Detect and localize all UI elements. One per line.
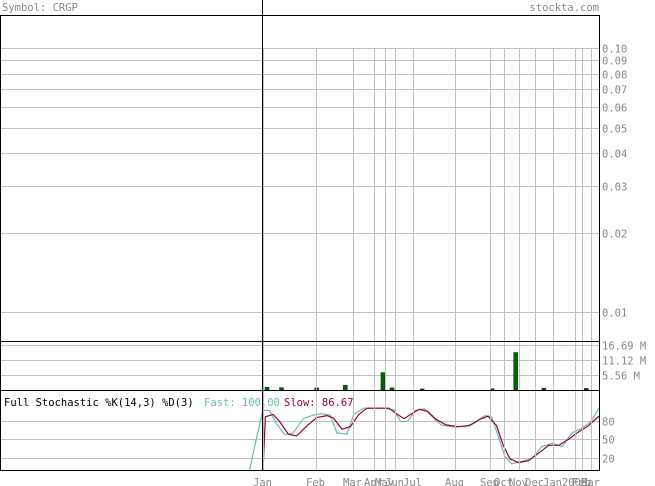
- price-tick-label: 0.01: [602, 308, 627, 320]
- month-tick-label: Dec: [525, 477, 544, 486]
- price-tick-label: 0.03: [602, 182, 627, 194]
- month-tick-label: Feb: [572, 477, 591, 486]
- month-tick-label: Mar: [343, 477, 362, 486]
- volume-bar: [541, 387, 547, 391]
- price-tick-label: 0.04: [602, 149, 627, 161]
- month-tick-label: Jan: [253, 477, 272, 486]
- volume-bar: [343, 384, 348, 391]
- symbol-label: Symbol: CRGP: [2, 2, 78, 14]
- month-tick-label: Jan: [543, 477, 562, 486]
- stochastic-fast-label: Fast: 100.00: [204, 397, 280, 409]
- stochastic-title: Full Stochastic %K(14,3) %D(3): [4, 397, 194, 409]
- stochastic-tick-label: 50: [602, 435, 615, 447]
- volume-bar: [513, 352, 518, 391]
- month-tick-label: Jun: [385, 477, 404, 486]
- volume-bar: [389, 387, 395, 391]
- volume-bar: [380, 372, 386, 391]
- volume-tick-label: 5.56 M: [602, 371, 640, 383]
- month-tick-label: Nov: [509, 477, 528, 486]
- month-tick-label: Aug: [445, 477, 464, 486]
- price-tick-label: 0.07: [602, 85, 627, 97]
- price-tick-label: 0.10: [602, 44, 627, 56]
- month-tick-label: Apr: [364, 477, 383, 486]
- volume-bar: [279, 387, 284, 391]
- stochastic-tick-label: 80: [602, 417, 615, 429]
- month-tick-label: Sep: [480, 477, 499, 486]
- volume-bar: [264, 387, 270, 391]
- price-grid: 0.100.09 0.08 0.07 0.06 0.05 0.04 0.03 0.02 0.01: [0, 44, 627, 320]
- month-tick-label: Jul: [403, 477, 422, 486]
- price-tick-label: 0.08: [602, 70, 627, 82]
- panel-frames: [0, 0, 600, 471]
- month-tick-label: Oct: [494, 477, 513, 486]
- stochastic-tick-label: 20: [602, 454, 615, 466]
- volume-tick-label: 16.69 M: [602, 341, 646, 353]
- volume-panel: 16.69 M 11.12 M 5.56 M: [0, 341, 646, 391]
- stochastic-slow-label: Slow: 86.67: [284, 397, 354, 409]
- site-label: stockta.com: [529, 2, 599, 14]
- month-tick-label: Mar: [581, 477, 600, 486]
- volume-bar: [583, 388, 589, 391]
- slow-d-line: [262, 407, 600, 471]
- month-tick-label: Feb: [306, 477, 325, 486]
- month-tick-label: 2008: [562, 477, 587, 486]
- stochastic-panel: 80 50 20: [0, 407, 615, 471]
- volume-tick-label: 11.12 M: [602, 356, 646, 368]
- chart-frame: [0, 15, 600, 471]
- volume-bar: [420, 388, 425, 391]
- price-tick-label: 0.09: [602, 56, 627, 68]
- price-tick-label: 0.02: [602, 229, 627, 241]
- price-tick-label: 0.05: [602, 124, 627, 136]
- month-tick-label: May: [375, 477, 394, 486]
- price-tick-label: 0.06: [602, 103, 627, 115]
